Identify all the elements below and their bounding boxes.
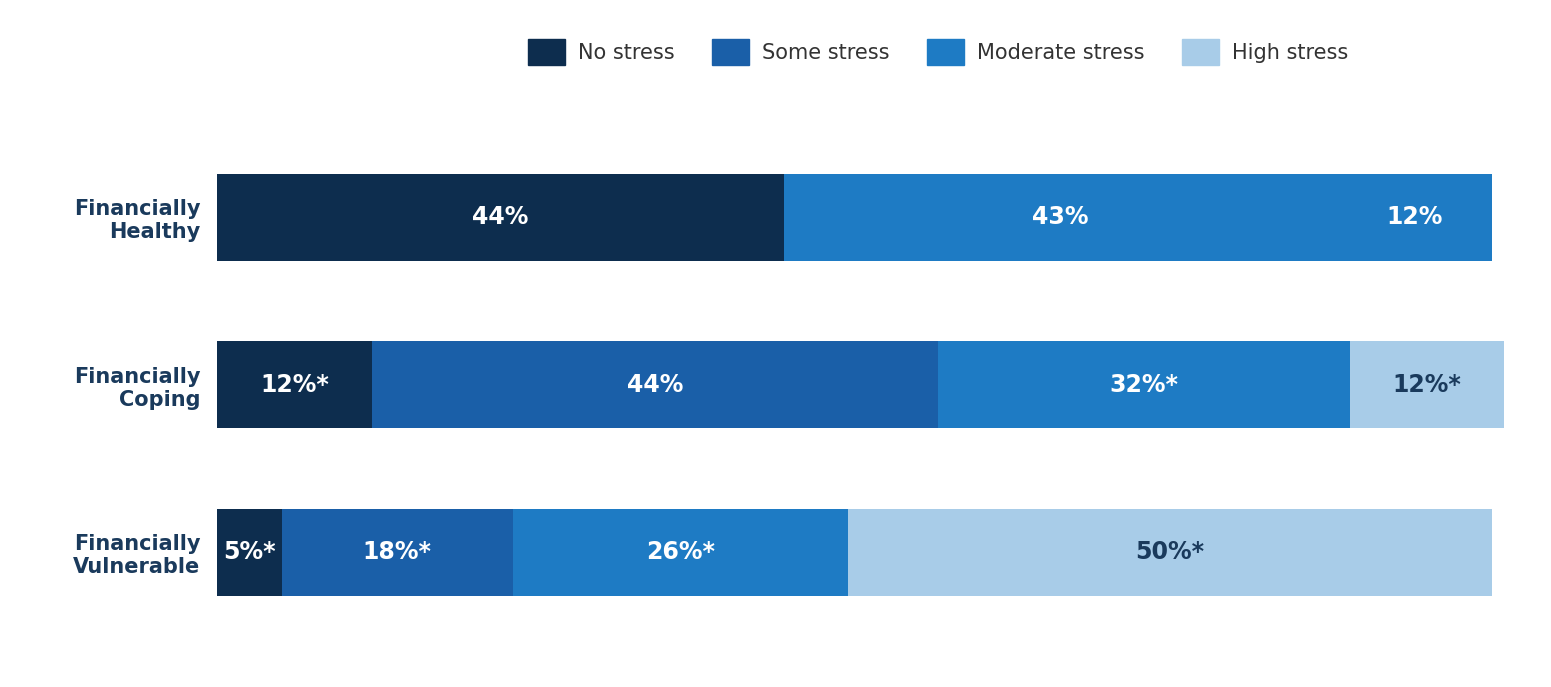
Text: 12%*: 12%* bbox=[1393, 373, 1461, 396]
Text: 32%*: 32%* bbox=[1109, 373, 1179, 396]
Text: 12%*: 12%* bbox=[261, 373, 329, 396]
Text: 12%: 12% bbox=[1387, 205, 1442, 229]
Bar bbox=[282, 508, 513, 596]
Bar bbox=[938, 341, 1349, 428]
Text: 44%: 44% bbox=[627, 373, 682, 396]
Bar bbox=[217, 508, 282, 596]
Bar bbox=[217, 174, 783, 261]
Bar bbox=[1349, 341, 1504, 428]
Bar bbox=[372, 341, 938, 428]
Bar bbox=[513, 508, 848, 596]
Legend: No stress, Some stress, Moderate stress, High stress: No stress, Some stress, Moderate stress,… bbox=[520, 31, 1357, 73]
Text: 18%*: 18%* bbox=[363, 540, 431, 564]
Bar bbox=[783, 174, 1337, 261]
Text: 5%*: 5%* bbox=[223, 540, 276, 564]
Bar bbox=[848, 508, 1492, 596]
Text: 50%*: 50%* bbox=[1135, 540, 1204, 564]
Bar bbox=[1337, 174, 1492, 261]
Text: 26%*: 26%* bbox=[647, 540, 715, 564]
Text: 43%: 43% bbox=[1031, 205, 1089, 229]
Bar bbox=[217, 341, 372, 428]
Text: 44%: 44% bbox=[472, 205, 529, 229]
